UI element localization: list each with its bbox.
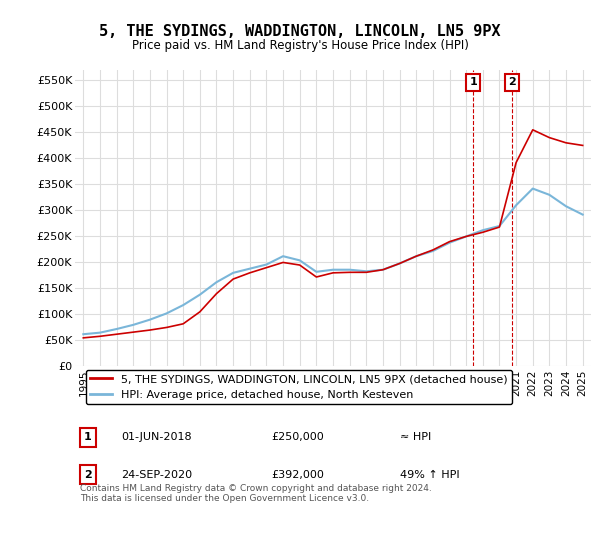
Text: 49% ↑ HPI: 49% ↑ HPI [400,470,460,480]
Text: 01-JUN-2018: 01-JUN-2018 [121,432,192,442]
Text: 5, THE SYDINGS, WADDINGTON, LINCOLN, LN5 9PX: 5, THE SYDINGS, WADDINGTON, LINCOLN, LN5… [99,24,501,39]
Text: 2: 2 [84,470,92,480]
Text: £250,000: £250,000 [271,432,324,442]
Legend: 5, THE SYDINGS, WADDINGTON, LINCOLN, LN5 9PX (detached house), HPI: Average pric: 5, THE SYDINGS, WADDINGTON, LINCOLN, LN5… [86,370,512,404]
Text: Price paid vs. HM Land Registry's House Price Index (HPI): Price paid vs. HM Land Registry's House … [131,39,469,52]
Text: ≈ HPI: ≈ HPI [400,432,431,442]
Text: 1: 1 [84,432,92,442]
Text: Contains HM Land Registry data © Crown copyright and database right 2024.
This d: Contains HM Land Registry data © Crown c… [80,484,432,503]
Text: 1: 1 [469,77,477,87]
Text: £392,000: £392,000 [271,470,324,480]
Text: 24-SEP-2020: 24-SEP-2020 [121,470,193,480]
Text: 2: 2 [508,77,516,87]
